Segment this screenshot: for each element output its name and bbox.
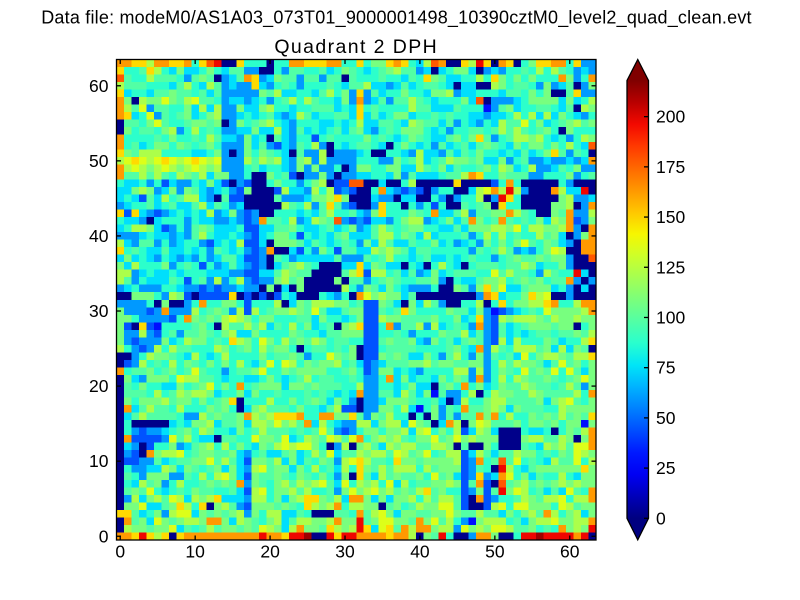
svg-text:150: 150 [656, 207, 685, 227]
svg-text:0: 0 [115, 542, 125, 562]
svg-text:10: 10 [185, 542, 205, 562]
svg-text:75: 75 [656, 358, 675, 378]
svg-text:25: 25 [656, 458, 675, 478]
svg-text:60: 60 [89, 76, 109, 96]
svg-text:20: 20 [89, 376, 109, 396]
svg-text:60: 60 [560, 542, 580, 562]
svg-text:50: 50 [656, 408, 676, 428]
svg-text:50: 50 [89, 151, 109, 171]
svg-text:20: 20 [260, 542, 280, 562]
svg-text:100: 100 [656, 307, 685, 327]
svg-text:0: 0 [99, 526, 109, 546]
svg-text:40: 40 [410, 542, 430, 562]
svg-text:200: 200 [656, 107, 685, 127]
svg-text:Data file: modeM0/AS1A03_073T0: Data file: modeM0/AS1A03_073T01_90000014… [41, 7, 752, 28]
svg-text:175: 175 [656, 157, 685, 177]
svg-text:0: 0 [656, 508, 666, 528]
svg-text:30: 30 [89, 301, 109, 321]
svg-text:125: 125 [656, 257, 685, 277]
svg-text:50: 50 [485, 542, 505, 562]
svg-text:40: 40 [89, 226, 109, 246]
svg-text:30: 30 [335, 542, 355, 562]
svg-text:10: 10 [89, 451, 109, 471]
svg-text:Quadrant 2 DPH: Quadrant 2 DPH [274, 36, 438, 58]
